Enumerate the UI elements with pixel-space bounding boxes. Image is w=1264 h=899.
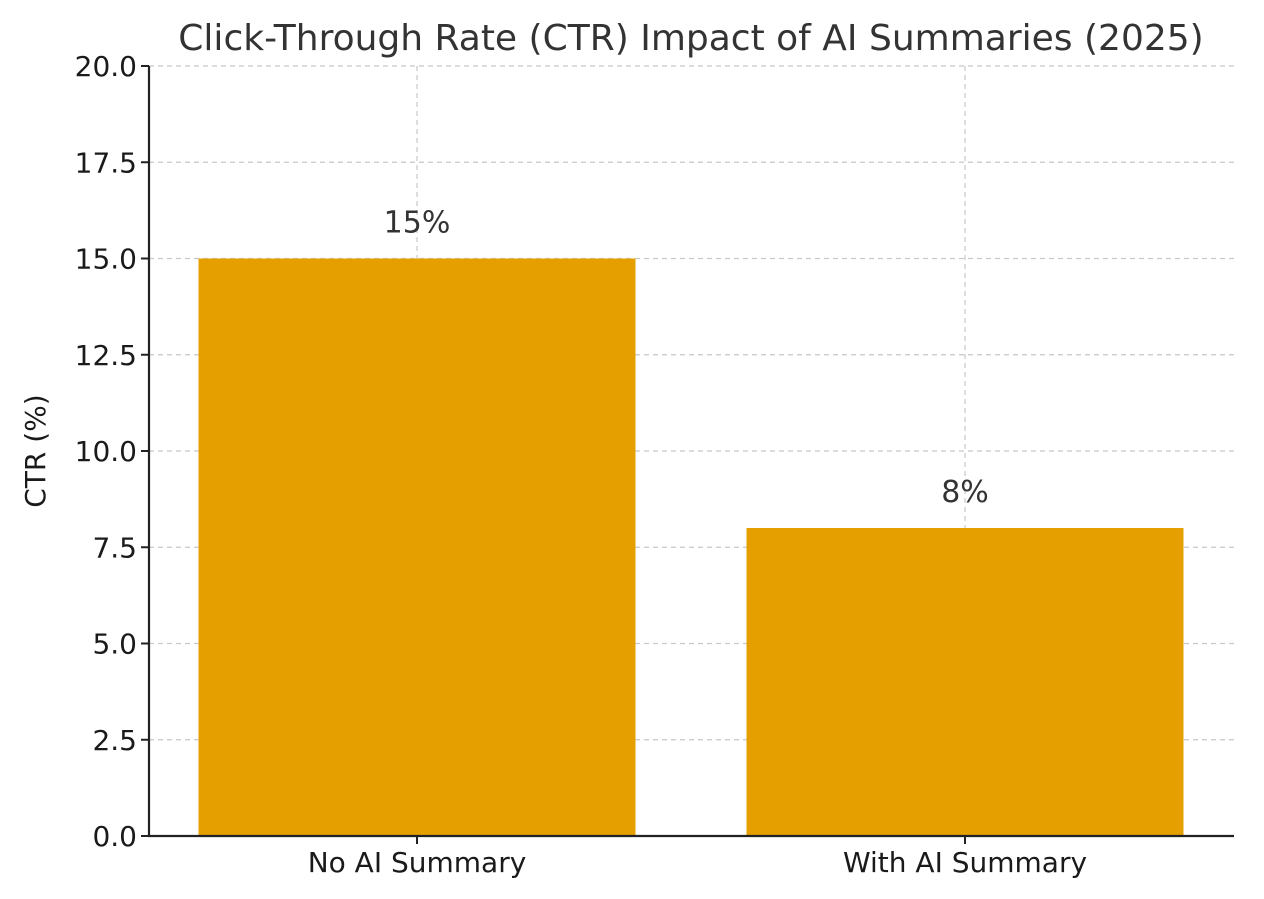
- y-ticks: 0.0 2.5 5.0 7.5 10.0 12.5 15.0 17.5 20.0: [75, 50, 149, 853]
- y-tick-label: 0.0: [92, 820, 137, 853]
- y-tick-label: 2.5: [92, 724, 137, 757]
- y-tick-label: 10.0: [75, 435, 137, 468]
- bar-value-label: 8%: [941, 475, 989, 510]
- x-ticks: No AI Summary With AI Summary: [308, 836, 1087, 879]
- y-tick-label: 5.0: [92, 628, 137, 661]
- y-axis-label: CTR (%): [19, 394, 52, 507]
- y-tick-label: 12.5: [75, 339, 137, 372]
- chart-title: Click-Through Rate (CTR) Impact of AI Su…: [178, 18, 1203, 59]
- y-tick-label: 15.0: [75, 243, 137, 276]
- x-tick-label: With AI Summary: [843, 846, 1087, 879]
- x-tick-label: No AI Summary: [308, 846, 527, 879]
- bar-value-label: 15%: [384, 206, 451, 241]
- data-labels: 15% 8%: [384, 206, 989, 511]
- bars: [198, 258, 1184, 836]
- bar: [198, 258, 636, 836]
- bar: [746, 528, 1184, 836]
- y-tick-label: 7.5: [92, 531, 137, 564]
- y-tick-label: 20.0: [75, 50, 137, 83]
- y-tick-label: 17.5: [75, 146, 137, 179]
